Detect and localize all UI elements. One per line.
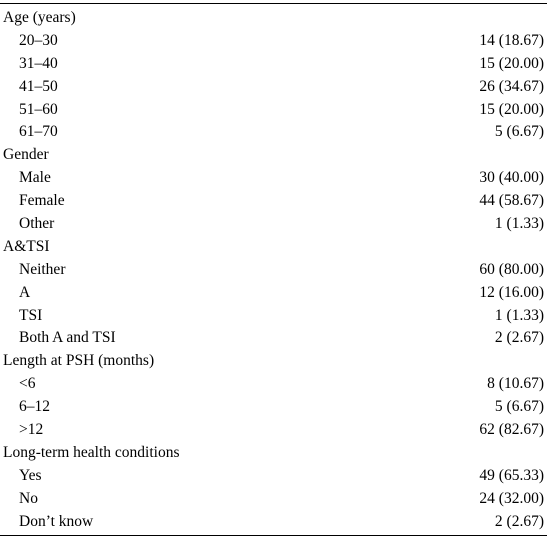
table-row: <6 8 (10.67) — [0, 373, 547, 396]
row-value: 26 (34.67) — [479, 77, 544, 95]
table-row: No 24 (32.00) — [0, 488, 547, 511]
table-row: Neither 60 (80.00) — [0, 259, 547, 282]
row-label: >12 — [19, 421, 44, 439]
row-label: 61–70 — [19, 123, 58, 141]
row-value: 8 (10.67) — [487, 375, 544, 393]
table-row: 51–60 15 (20.00) — [0, 99, 547, 122]
row-value: 14 (18.67) — [479, 31, 544, 49]
row-label: 6–12 — [19, 398, 50, 416]
table-row: Male 30 (40.00) — [0, 167, 547, 190]
table-row: Other 1 (1.33) — [0, 213, 547, 236]
table-row: TSI 1 (1.33) — [0, 305, 547, 328]
row-value: 5 (6.67) — [494, 123, 544, 141]
table-row: 20–30 14 (18.67) — [0, 30, 547, 53]
row-label: No — [19, 489, 38, 507]
group-header-row: Gender — [0, 144, 547, 167]
table-row: Both A and TSI 2 (2.67) — [0, 327, 547, 350]
table-row: 41–50 26 (34.67) — [0, 76, 547, 99]
group-header-label: Gender — [3, 146, 49, 164]
table-top-rule — [0, 3, 547, 4]
row-label: Neither — [19, 260, 66, 278]
row-label: <6 — [19, 375, 36, 393]
row-label: 20–30 — [19, 31, 58, 49]
group-header-row: Length at PSH (months) — [0, 350, 547, 373]
row-label: Both A and TSI — [19, 329, 116, 347]
group-header-label: Length at PSH (months) — [3, 352, 155, 370]
table-row: Don’t know 2 (2.67) — [0, 511, 547, 534]
table-row: A 12 (16.00) — [0, 282, 547, 305]
table-bottom-rule — [0, 535, 547, 536]
group-header-row: A&TSI — [0, 236, 547, 259]
row-value: 49 (65.33) — [479, 466, 544, 484]
table-row: >12 62 (82.67) — [0, 419, 547, 442]
row-value: 44 (58.67) — [479, 192, 544, 210]
row-value: 62 (82.67) — [479, 421, 544, 439]
row-label: Don’t know — [19, 512, 94, 530]
row-label: Female — [19, 192, 65, 210]
row-value: 30 (40.00) — [479, 169, 544, 187]
group-header-row: Age (years) — [0, 7, 547, 30]
table-row: Female 44 (58.67) — [0, 190, 547, 213]
table-body: Age (years) 20–30 14 (18.67) 31–40 15 (20.00… — [0, 7, 547, 533]
row-value: 24 (32.00) — [479, 489, 544, 507]
row-label: Other — [19, 215, 55, 233]
row-label: 41–50 — [19, 77, 58, 95]
row-label: 51–60 — [19, 100, 58, 118]
group-header-row: Long-term health conditions — [0, 442, 547, 465]
row-value: 60 (80.00) — [479, 260, 544, 278]
row-label: 31–40 — [19, 54, 58, 72]
row-value: 5 (6.67) — [494, 398, 544, 416]
row-label: TSI — [19, 306, 43, 324]
table-row: Yes 49 (65.33) — [0, 465, 547, 488]
group-header-label: A&TSI — [3, 237, 50, 255]
row-value: 12 (16.00) — [479, 283, 544, 301]
table-row: 31–40 15 (20.00) — [0, 53, 547, 76]
row-value: 2 (2.67) — [494, 512, 544, 530]
table-row: 61–70 5 (6.67) — [0, 121, 547, 144]
table-row: 6–12 5 (6.67) — [0, 396, 547, 419]
group-header-label: Long-term health conditions — [3, 443, 180, 461]
row-label: Yes — [19, 466, 42, 484]
row-label: Male — [19, 169, 51, 187]
group-header-label: Age (years) — [3, 9, 76, 26]
row-label: A — [19, 283, 31, 301]
row-value: 1 (1.33) — [494, 306, 544, 324]
row-value: 1 (1.33) — [494, 215, 544, 233]
row-value: 15 (20.00) — [479, 54, 544, 72]
row-value: 2 (2.67) — [494, 329, 544, 347]
row-value: 15 (20.00) — [479, 100, 544, 118]
